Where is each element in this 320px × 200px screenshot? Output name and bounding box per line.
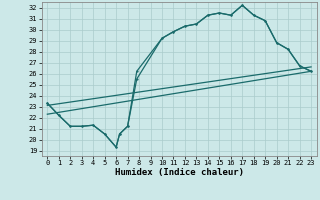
X-axis label: Humidex (Indice chaleur): Humidex (Indice chaleur): [115, 168, 244, 177]
